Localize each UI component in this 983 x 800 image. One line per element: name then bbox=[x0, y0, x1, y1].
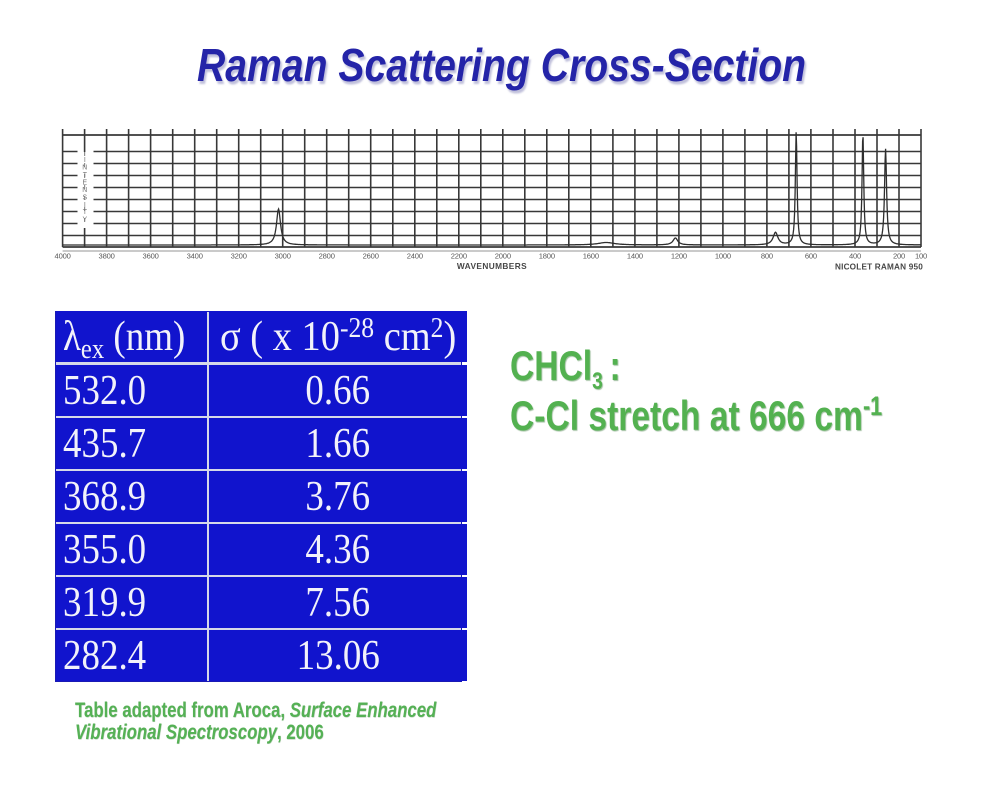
svg-text:3000: 3000 bbox=[275, 252, 291, 261]
svg-text:I: I bbox=[84, 157, 86, 164]
svg-text:2600: 2600 bbox=[363, 252, 379, 261]
svg-text:1200: 1200 bbox=[671, 252, 687, 261]
svg-text:400: 400 bbox=[849, 252, 861, 261]
svg-text:3800: 3800 bbox=[99, 252, 115, 261]
svg-text:N: N bbox=[82, 165, 87, 172]
svg-text:2000: 2000 bbox=[495, 252, 511, 261]
svg-text:T: T bbox=[83, 172, 88, 179]
svg-text:S: S bbox=[82, 194, 87, 201]
svg-text:2200: 2200 bbox=[451, 252, 467, 261]
svg-text:NICOLET RAMAN 950: NICOLET RAMAN 950 bbox=[835, 263, 923, 272]
svg-text:N: N bbox=[82, 187, 87, 194]
svg-text:1800: 1800 bbox=[539, 252, 555, 261]
svg-text:600: 600 bbox=[805, 252, 817, 261]
svg-text:Y: Y bbox=[82, 217, 87, 224]
svg-text:3400: 3400 bbox=[187, 252, 203, 261]
svg-text:1600: 1600 bbox=[583, 252, 599, 261]
svg-text:1400: 1400 bbox=[627, 252, 643, 261]
svg-text:T: T bbox=[83, 209, 88, 216]
svg-text:WAVENUMBERS: WAVENUMBERS bbox=[457, 261, 527, 271]
svg-text:1000: 1000 bbox=[715, 252, 731, 261]
svg-text:3600: 3600 bbox=[143, 252, 159, 261]
svg-text:200: 200 bbox=[893, 252, 905, 261]
svg-text:4000: 4000 bbox=[55, 252, 71, 261]
svg-text:2800: 2800 bbox=[319, 252, 335, 261]
svg-text:E: E bbox=[82, 179, 87, 186]
svg-text:800: 800 bbox=[761, 252, 773, 261]
svg-text:I: I bbox=[84, 202, 86, 209]
svg-text:2400: 2400 bbox=[407, 252, 423, 261]
svg-text:100: 100 bbox=[915, 252, 927, 261]
svg-text:3200: 3200 bbox=[231, 252, 247, 261]
